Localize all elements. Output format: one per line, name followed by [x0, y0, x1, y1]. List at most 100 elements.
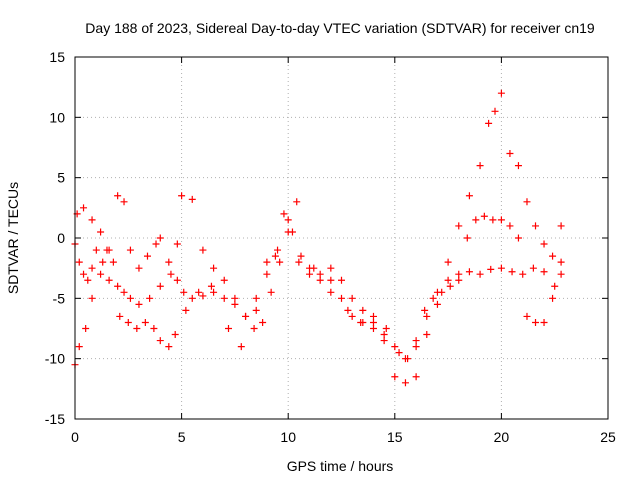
data-point: [252, 294, 260, 302]
data-point: [423, 331, 431, 339]
data-point: [523, 198, 531, 206]
data-point: [156, 337, 164, 345]
data-point: [126, 246, 134, 254]
data-point: [146, 294, 154, 302]
data-point: [171, 331, 179, 339]
data-point: [210, 288, 218, 296]
data-point: [114, 282, 122, 290]
data-point: [540, 318, 548, 326]
data-point: [423, 312, 431, 320]
data-point: [380, 337, 388, 345]
y-tick-label: -5: [53, 290, 66, 306]
data-point: [156, 234, 164, 242]
data-point: [497, 264, 505, 272]
data-point: [344, 306, 352, 314]
data-point: [167, 270, 175, 278]
data-point: [135, 264, 143, 272]
data-point: [444, 258, 452, 266]
data-point: [327, 264, 335, 272]
data-point: [280, 210, 288, 218]
series-track-a: [71, 228, 565, 363]
data-point: [97, 270, 105, 278]
data-point: [395, 349, 403, 357]
data-point: [532, 318, 540, 326]
data-point: [523, 312, 531, 320]
data-point: [472, 216, 480, 224]
data-point: [465, 268, 473, 276]
data-point: [540, 268, 548, 276]
data-points: [71, 89, 565, 387]
data-point: [514, 162, 522, 170]
data-point: [75, 258, 83, 266]
data-point: [485, 119, 493, 127]
data-point: [497, 89, 505, 97]
data-point: [143, 252, 151, 260]
data-point: [225, 325, 233, 332]
data-point: [557, 222, 565, 230]
data-point: [404, 355, 412, 363]
data-point: [506, 222, 514, 230]
data-point: [250, 325, 258, 332]
data-point: [306, 270, 314, 278]
data-point: [259, 318, 267, 326]
data-point: [178, 192, 186, 200]
data-point: [497, 216, 505, 224]
data-point: [549, 294, 557, 302]
data-point: [465, 192, 473, 200]
data-point: [369, 312, 377, 320]
data-point: [135, 300, 143, 308]
data-point: [446, 282, 454, 290]
y-tick-label: -15: [45, 411, 65, 427]
data-point: [476, 162, 484, 170]
data-point: [99, 258, 107, 266]
data-point: [109, 258, 117, 266]
data-point: [165, 343, 173, 351]
data-point: [491, 107, 499, 115]
x-tick-label: 15: [387, 429, 403, 445]
data-point: [514, 234, 522, 242]
data-point: [220, 294, 228, 302]
data-point: [551, 282, 559, 290]
data-point: [231, 300, 239, 308]
data-point: [348, 312, 356, 320]
data-point: [97, 228, 105, 236]
data-point: [141, 318, 149, 326]
data-point: [438, 288, 446, 296]
data-point: [124, 318, 132, 326]
data-point: [529, 264, 537, 272]
data-point: [557, 270, 565, 278]
data-point: [391, 373, 399, 381]
x-tick-label: 25: [600, 429, 616, 445]
data-point: [271, 252, 279, 260]
data-point: [88, 264, 96, 272]
y-tick-label: 0: [57, 230, 65, 246]
data-point: [199, 246, 207, 254]
data-point: [274, 246, 282, 254]
data-point: [152, 240, 160, 248]
x-tick-label: 20: [494, 429, 510, 445]
data-point: [327, 288, 335, 296]
data-point: [316, 276, 324, 284]
data-point: [506, 150, 514, 158]
data-point: [532, 222, 540, 230]
data-point: [293, 198, 301, 206]
data-point: [338, 276, 345, 284]
x-tick-label: 10: [280, 429, 296, 445]
data-point: [75, 343, 83, 351]
data-point: [295, 258, 303, 266]
series-track-c: [73, 198, 565, 363]
data-point: [195, 288, 203, 296]
y-tick-label: 15: [49, 49, 65, 65]
data-point: [444, 276, 452, 284]
data-point: [220, 276, 228, 284]
data-point: [263, 258, 271, 266]
data-point: [188, 294, 196, 302]
data-point: [348, 294, 356, 302]
data-point: [263, 270, 271, 278]
data-point: [237, 343, 245, 351]
data-point: [182, 306, 190, 314]
data-point: [357, 318, 365, 326]
data-point: [412, 343, 420, 351]
data-point: [284, 216, 292, 224]
chart-title: Day 188 of 2023, Sidereal Day-to-day VTE…: [85, 20, 595, 36]
